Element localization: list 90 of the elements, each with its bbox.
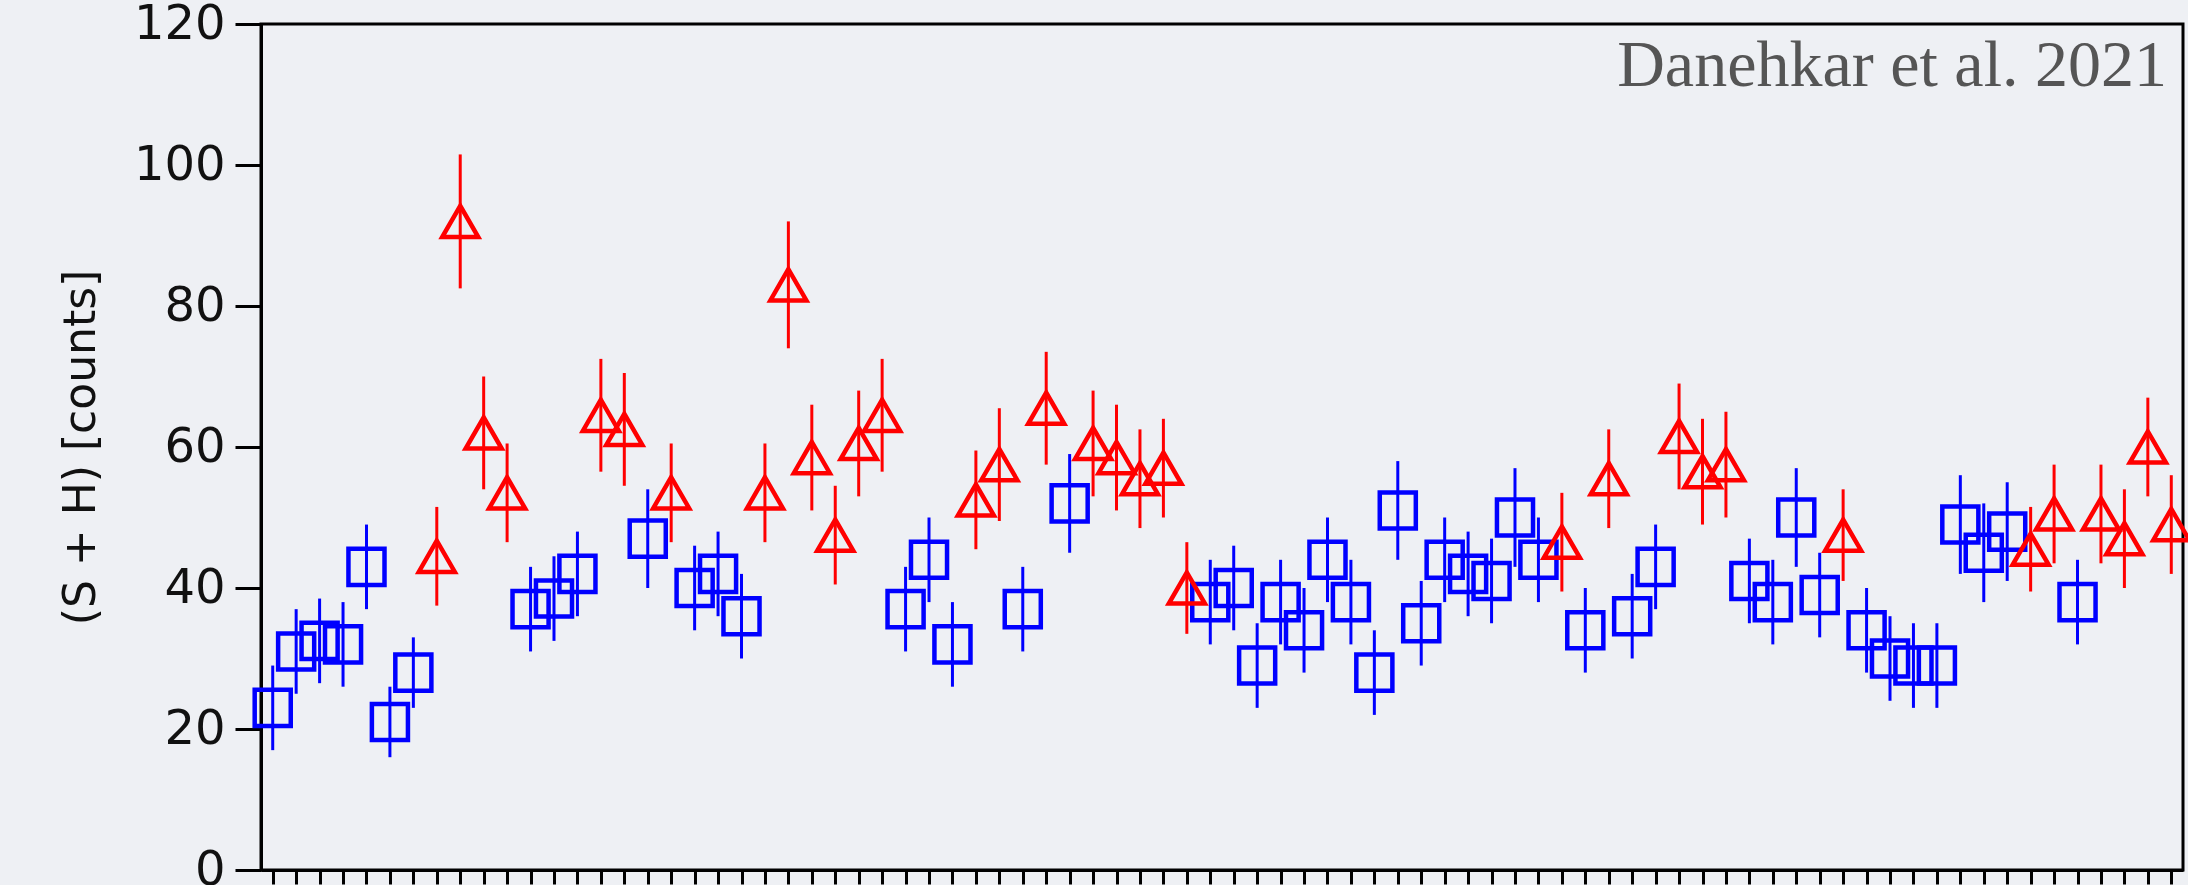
point: [1916, 645, 1958, 686]
point: [1588, 460, 1630, 497]
y-axis-title: (S + H) [counts]: [53, 269, 105, 626]
point: [650, 474, 692, 511]
point: [2057, 581, 2098, 623]
point: [791, 439, 833, 476]
point: [1025, 390, 1067, 427]
point: [299, 620, 340, 662]
point: [1166, 570, 1208, 606]
point: [674, 567, 715, 609]
point: [1635, 546, 1676, 588]
point: [275, 631, 317, 672]
point: [2033, 496, 2075, 532]
point: [955, 482, 997, 518]
point: [1658, 418, 1700, 455]
point: [1354, 652, 1395, 693]
point: [1377, 490, 1419, 531]
point: [1049, 483, 1090, 524]
point: [533, 578, 575, 619]
point: [2080, 496, 2122, 532]
point: [439, 203, 481, 240]
point: [908, 539, 950, 581]
point: [979, 446, 1020, 483]
point: [1611, 595, 1653, 637]
point: [744, 474, 786, 511]
point: [1705, 446, 1747, 483]
point: [1072, 425, 1114, 462]
point: [1330, 581, 1372, 623]
point: [768, 266, 809, 303]
point: [1752, 581, 1794, 623]
point: [322, 624, 364, 665]
point: [1260, 581, 1301, 623]
y-tick-label: 60: [164, 416, 226, 473]
point: [1893, 645, 1934, 686]
point: [721, 595, 762, 637]
y-tick-label: 120: [133, 0, 226, 50]
point: [1143, 450, 1184, 487]
point: [1729, 560, 1770, 602]
point: [346, 546, 387, 588]
point: [2010, 531, 2051, 568]
point: [2104, 520, 2145, 557]
point: [2127, 429, 2169, 465]
point: [369, 701, 411, 743]
point: [1822, 517, 1864, 553]
point: [1682, 453, 1723, 490]
point: [1518, 539, 1559, 581]
point: [1213, 567, 1254, 609]
point: [252, 687, 293, 729]
point: [1119, 460, 1161, 497]
point: [1846, 610, 1887, 651]
point: [1494, 497, 1536, 538]
y-tick-label: 80: [164, 275, 226, 332]
point: [814, 517, 856, 553]
point: [1986, 511, 2028, 552]
point: [1940, 504, 1981, 545]
point: [1565, 610, 1606, 651]
point: [486, 474, 528, 511]
point: [1424, 539, 1465, 581]
point: [1002, 588, 1044, 630]
point: [1283, 610, 1325, 651]
point: [1400, 602, 1442, 644]
point: [463, 415, 504, 451]
point: [1471, 560, 1512, 602]
point: [416, 538, 458, 575]
point: [393, 652, 434, 693]
point: [861, 397, 903, 434]
point: [1096, 439, 1137, 476]
point: [932, 624, 973, 665]
point: [580, 397, 622, 434]
point: [1541, 524, 1583, 561]
point: [1869, 638, 1911, 679]
point: [1963, 532, 2005, 574]
point: [697, 553, 739, 595]
point: [510, 588, 551, 630]
point: [1190, 581, 1231, 623]
point: [885, 588, 926, 630]
point: [1775, 497, 1817, 538]
point: [604, 411, 645, 448]
point: [627, 518, 669, 559]
point: [1447, 553, 1489, 595]
point: [1307, 539, 1348, 581]
y-tick-label: 0: [194, 839, 226, 885]
y-tick-label: 20: [164, 698, 226, 755]
point: [838, 425, 879, 462]
y-tick-label: 100: [133, 134, 226, 191]
point: [1236, 645, 1278, 686]
y-tick-label: 40: [164, 557, 226, 614]
annotation: Danehkar et al. 2021: [1617, 27, 2167, 100]
point: [1799, 574, 1840, 616]
point: [557, 553, 598, 595]
